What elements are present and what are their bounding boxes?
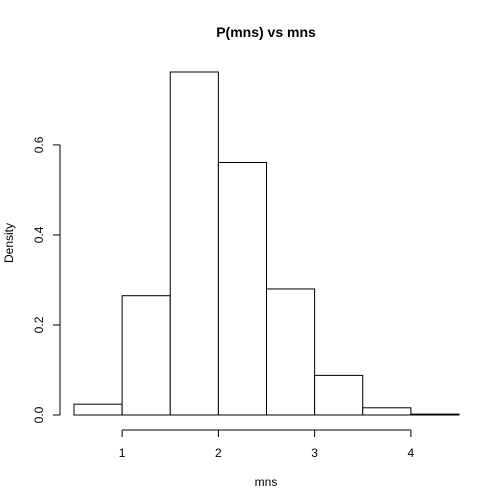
histogram-bar [121, 295, 171, 416]
chart-title: P(mns) vs mns [216, 24, 316, 40]
x-axis: 1 2 3 4 [119, 429, 415, 460]
histogram-bar [314, 374, 364, 416]
y-tick-label: 0.4 [32, 226, 46, 243]
y-tick-label: 0.2 [32, 316, 46, 333]
histogram-bar [73, 403, 123, 416]
y-tick-label: 0.6 [32, 136, 46, 153]
x-axis-label: mns [255, 475, 278, 489]
bars-group [73, 71, 460, 416]
histogram-bar [217, 161, 267, 416]
histogram-bar [266, 288, 316, 416]
histogram-bar [362, 407, 412, 416]
x-tick-label: 2 [215, 446, 222, 460]
x-tick-label: 3 [311, 446, 318, 460]
x-tick-label: 1 [119, 446, 126, 460]
y-axis-label: Density [2, 223, 16, 263]
histogram-bar [410, 413, 460, 416]
y-tick-label: 0.0 [32, 406, 46, 423]
y-axis: 0.0 0.2 0.4 0.6 [32, 136, 61, 423]
histogram-bar [169, 71, 219, 416]
x-tick-label: 4 [408, 446, 415, 460]
